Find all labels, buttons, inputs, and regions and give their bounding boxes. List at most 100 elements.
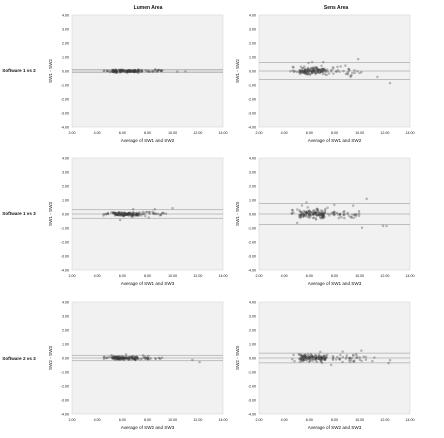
- data-point: [114, 69, 117, 73]
- y-tick-label: 3.00: [249, 314, 256, 318]
- data-point: [315, 357, 318, 360]
- data-point: [303, 71, 306, 75]
- data-point: [136, 357, 140, 361]
- data-point: [158, 214, 162, 217]
- data-point: [319, 359, 323, 362]
- data-point: [133, 69, 137, 72]
- data-point: [116, 356, 120, 359]
- data-point: [317, 213, 320, 217]
- data-point: [314, 212, 317, 215]
- data-point: [113, 70, 116, 74]
- data-point: [319, 355, 323, 359]
- data-point: [321, 67, 325, 71]
- data-point: [144, 357, 147, 361]
- data-point: [111, 70, 114, 73]
- data-point: [305, 354, 308, 357]
- data-point: [388, 359, 392, 362]
- data-point: [312, 66, 315, 69]
- data-point: [125, 213, 128, 216]
- x-tick-label: 4.00: [281, 418, 288, 422]
- data-point: [118, 355, 121, 358]
- data-point: [114, 356, 118, 360]
- data-point: [149, 357, 153, 360]
- x-tick-label: 14.00: [406, 418, 415, 422]
- data-point: [300, 69, 303, 73]
- x-axis-label: Average of SW1 and SW2: [121, 138, 175, 143]
- data-point: [155, 70, 158, 73]
- data-point: [351, 204, 355, 207]
- data-point: [120, 212, 124, 216]
- data-point: [121, 356, 125, 359]
- data-point: [121, 356, 125, 360]
- data-point: [338, 357, 342, 360]
- data-point: [120, 70, 123, 73]
- data-point: [332, 212, 336, 216]
- data-point: [136, 69, 140, 72]
- data-point: [298, 209, 301, 212]
- data-point: [114, 70, 118, 74]
- data-point: [139, 68, 142, 72]
- data-point: [311, 356, 315, 359]
- data-point: [156, 69, 160, 72]
- data-point: [118, 214, 122, 217]
- data-point: [353, 69, 356, 72]
- data-point: [303, 354, 307, 358]
- data-point: [291, 69, 295, 72]
- data-point: [321, 211, 324, 215]
- data-point: [133, 69, 136, 73]
- data-point: [302, 70, 305, 73]
- data-point: [313, 211, 316, 215]
- data-point: [333, 210, 336, 214]
- data-point: [136, 212, 140, 216]
- data-point: [303, 356, 307, 360]
- x-tick-label: 14.00: [219, 418, 228, 422]
- data-point: [346, 211, 349, 215]
- data-point: [117, 213, 121, 217]
- data-point: [120, 357, 124, 360]
- data-point: [306, 206, 309, 209]
- data-point: [126, 213, 129, 216]
- data-point: [317, 355, 321, 358]
- data-point: [102, 355, 106, 359]
- data-point: [302, 355, 305, 359]
- data-point: [307, 360, 311, 363]
- data-point: [300, 213, 303, 216]
- x-tick-label: 10.00: [355, 418, 364, 422]
- data-point: [321, 357, 324, 361]
- data-point: [115, 213, 118, 217]
- y-tick-label: 1.00: [249, 198, 256, 202]
- data-point: [125, 70, 128, 74]
- data-point: [130, 213, 134, 216]
- data-point: [356, 356, 359, 360]
- data-point: [295, 221, 299, 225]
- y-axis-label: SW2 - SW3: [235, 346, 240, 370]
- data-point: [116, 71, 119, 74]
- data-point: [316, 70, 320, 73]
- data-point: [302, 71, 305, 74]
- data-point: [332, 356, 335, 359]
- data-point: [135, 211, 139, 215]
- data-point: [133, 212, 136, 216]
- data-point: [117, 357, 121, 360]
- data-point: [349, 74, 353, 77]
- data-point: [128, 69, 131, 73]
- data-point: [164, 212, 168, 216]
- data-point: [302, 214, 306, 218]
- data-point: [119, 213, 122, 216]
- data-point: [323, 215, 326, 219]
- data-point: [302, 214, 305, 217]
- data-point: [133, 357, 137, 361]
- data-point: [301, 356, 304, 360]
- data-point: [304, 72, 307, 76]
- data-point: [304, 353, 307, 356]
- data-point: [110, 356, 114, 359]
- x-axis-label: Average of SW1 and SW3: [121, 281, 175, 286]
- data-point: [305, 212, 308, 215]
- data-point: [312, 212, 316, 215]
- data-point: [142, 356, 145, 360]
- data-point: [148, 212, 151, 216]
- data-point: [291, 208, 294, 212]
- data-point: [157, 68, 161, 72]
- x-tick-label: 8.00: [331, 418, 338, 422]
- data-point: [313, 211, 317, 214]
